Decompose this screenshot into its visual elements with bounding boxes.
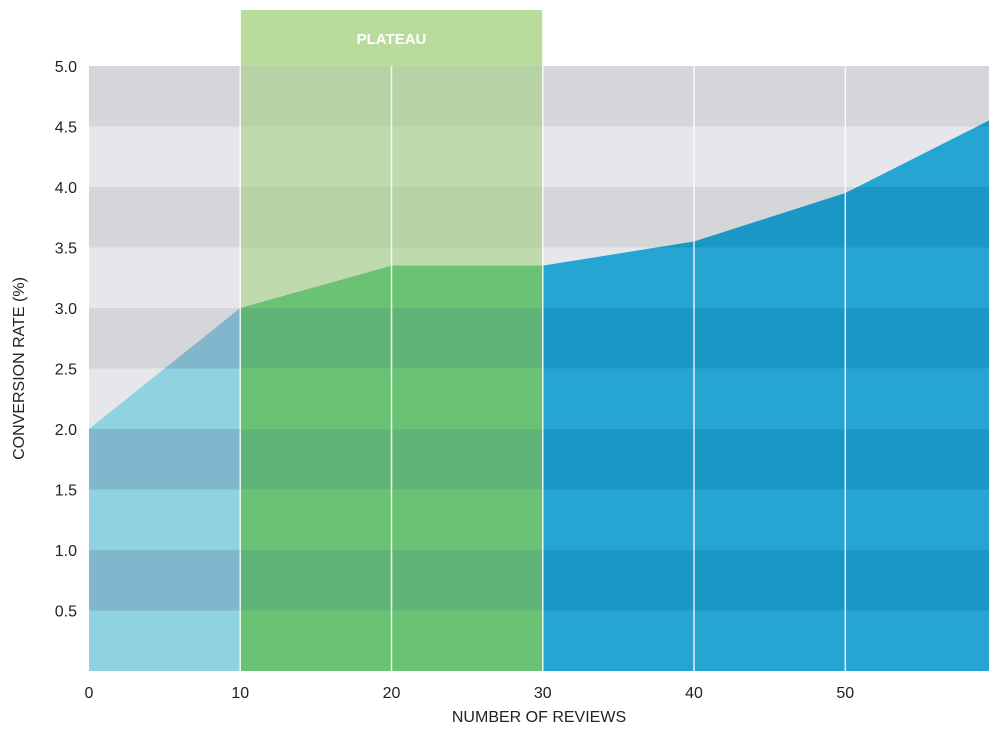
y-tick-label: 1.5 (55, 483, 77, 500)
x-axis-ticks: 0 10 20 30 40 50 (85, 685, 855, 702)
x-axis-title: NUMBER OF REVIEWS (452, 709, 626, 726)
x-tick-label: 40 (685, 685, 703, 702)
area-band (89, 550, 241, 611)
area-band (542, 550, 989, 611)
y-tick-label: 4.0 (55, 180, 77, 197)
y-tick-label: 3.5 (55, 241, 77, 258)
y-axis-title: CONVERSION RATE (%) (11, 277, 28, 460)
x-tick-label: 30 (534, 685, 552, 702)
y-axis-ticks: 0.5 1.0 1.5 2.0 2.5 3.0 3.5 4.0 4.5 5.0 (55, 59, 77, 621)
area-band (89, 489, 241, 550)
y-tick-label: 3.0 (55, 301, 77, 318)
area-band (89, 429, 241, 490)
x-tick-label: 0 (85, 685, 94, 702)
y-tick-label: 2.0 (55, 422, 77, 439)
area-band (542, 308, 989, 369)
area-band (542, 610, 989, 671)
vertical-gridlines (239, 10, 847, 671)
area-band (542, 429, 989, 490)
x-tick-label: 10 (231, 685, 249, 702)
y-tick-label: 1.0 (55, 543, 77, 560)
y-tick-label: 4.5 (55, 120, 77, 137)
x-tick-label: 20 (383, 685, 401, 702)
y-tick-label: 5.0 (55, 59, 77, 76)
plateau-label: PLATEAU (357, 31, 427, 48)
y-tick-label: 0.5 (55, 604, 77, 621)
area-band (89, 610, 241, 671)
y-tick-label: 2.5 (55, 362, 77, 379)
area-band (542, 368, 989, 429)
area-band (542, 489, 989, 550)
area-band (542, 247, 989, 308)
x-tick-label: 50 (836, 685, 854, 702)
plateau-header (240, 10, 543, 66)
